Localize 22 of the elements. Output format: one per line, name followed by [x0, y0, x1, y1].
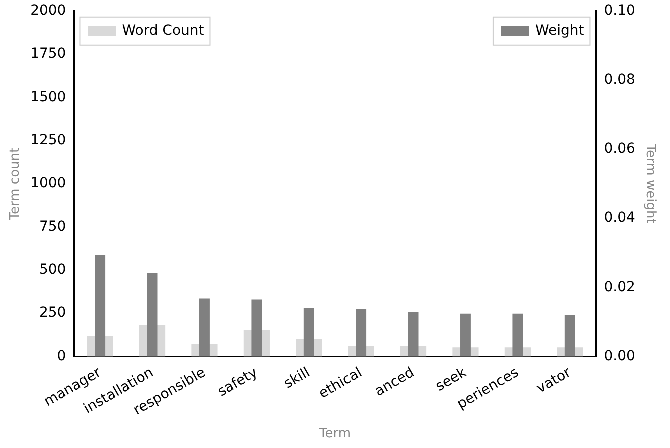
x-tick-label: skill [282, 364, 313, 392]
x-tick-label: vator [534, 364, 574, 397]
y2-tick-label: 0.02 [604, 279, 636, 296]
x-axis-title: Term [318, 426, 351, 442]
y2-tick-label: 0.08 [604, 72, 636, 88]
y-tick-label: 1250 [30, 132, 66, 149]
y-tick-label: 1500 [30, 89, 66, 106]
legend-label: Word Count [122, 23, 205, 40]
y2-tick-label: 0.10 [604, 3, 636, 20]
y-tick-label: 750 [39, 218, 66, 235]
y-tick-label: 0 [57, 348, 66, 364]
y2-tick-label: 0.06 [604, 141, 636, 158]
y-tick-label: 2000 [30, 3, 66, 20]
y-tick-label: 1750 [30, 46, 66, 62]
y2-tick-label: 0.04 [604, 210, 636, 226]
y-axis-title: Term count [8, 148, 24, 222]
y-tick-label: 250 [39, 305, 66, 322]
legend-label: Weight [535, 23, 585, 40]
y-tick-label: 500 [39, 262, 66, 278]
y2-axis-title: Term weight [642, 143, 658, 224]
y-tick-label: 1000 [30, 176, 66, 192]
y2-tick-label: 0.00 [604, 348, 636, 364]
